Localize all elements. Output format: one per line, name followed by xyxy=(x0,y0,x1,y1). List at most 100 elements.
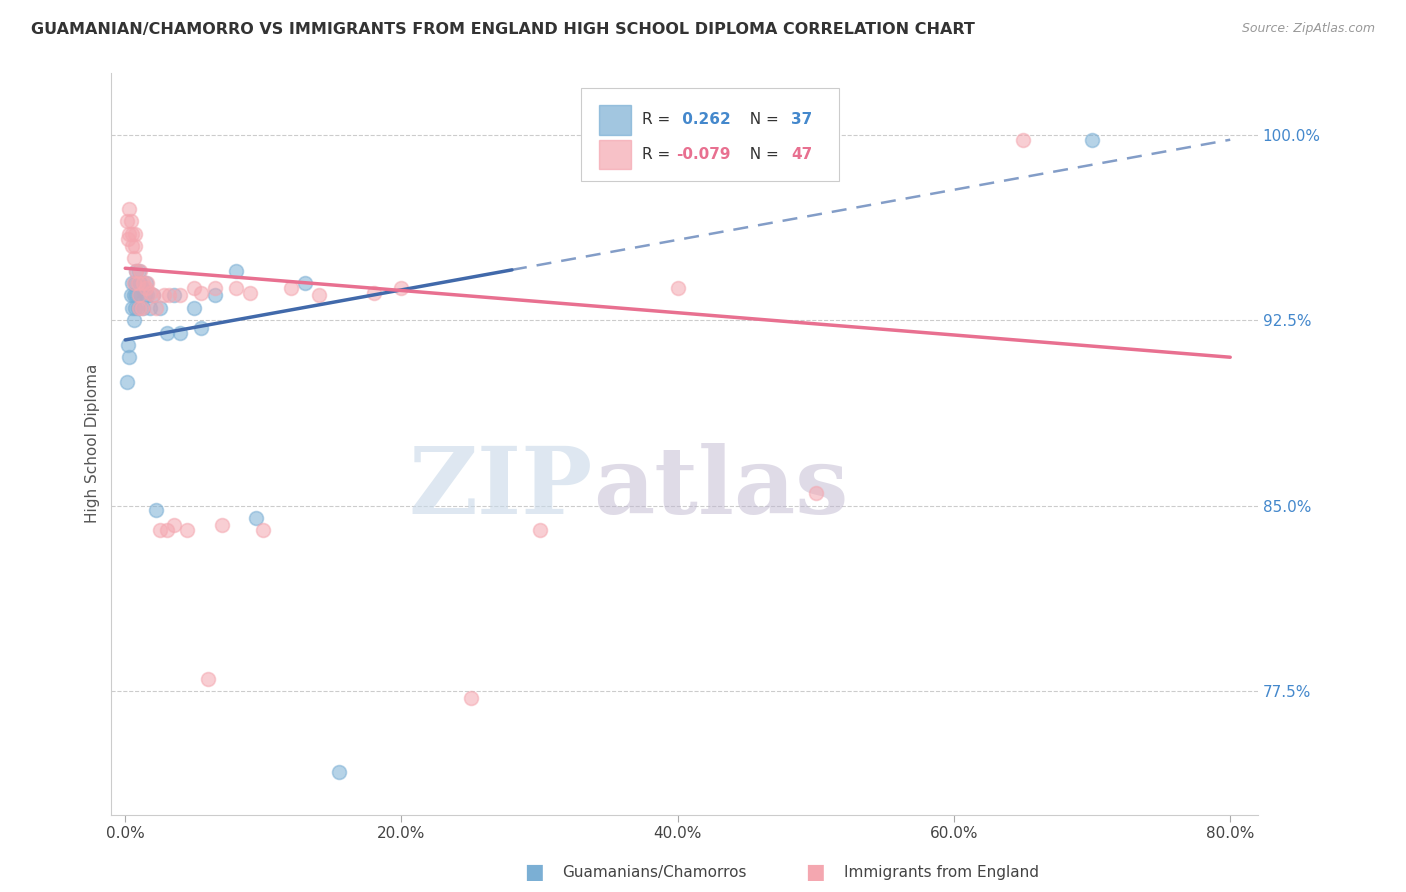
Point xyxy=(139,301,162,315)
Point xyxy=(118,350,141,364)
Point xyxy=(131,301,153,315)
Point xyxy=(117,338,139,352)
Point xyxy=(156,523,179,537)
Text: N =: N = xyxy=(740,147,783,162)
Bar xyxy=(599,105,631,135)
Text: Source: ZipAtlas.com: Source: ZipAtlas.com xyxy=(1241,22,1375,36)
Point xyxy=(159,288,181,302)
Point xyxy=(460,691,482,706)
Text: N =: N = xyxy=(740,112,783,128)
Text: R =: R = xyxy=(643,147,675,162)
Text: GUAMANIAN/CHAMORRO VS IMMIGRANTS FROM ENGLAND HIGH SCHOOL DIPLOMA CORRELATION CH: GUAMANIAN/CHAMORRO VS IMMIGRANTS FROM EN… xyxy=(31,22,974,37)
Text: 0.262: 0.262 xyxy=(676,112,730,128)
Point xyxy=(225,264,247,278)
Text: -0.079: -0.079 xyxy=(676,147,731,162)
Point xyxy=(122,252,145,266)
Point xyxy=(121,227,143,241)
Point xyxy=(115,214,138,228)
Point xyxy=(145,503,167,517)
Point xyxy=(124,227,146,241)
Point xyxy=(294,276,316,290)
Point xyxy=(127,276,149,290)
FancyBboxPatch shape xyxy=(582,87,839,180)
Point xyxy=(129,264,152,278)
Point xyxy=(183,301,205,315)
Point xyxy=(391,281,413,295)
Point xyxy=(149,301,172,315)
Point xyxy=(804,486,827,500)
Text: atlas: atlas xyxy=(593,443,848,533)
Point xyxy=(125,264,148,278)
Text: 37: 37 xyxy=(792,112,813,128)
Point xyxy=(142,288,165,302)
Point xyxy=(128,288,150,302)
Bar xyxy=(599,140,631,169)
Point xyxy=(190,285,212,300)
Point xyxy=(128,264,150,278)
Point xyxy=(176,523,198,537)
Point xyxy=(127,276,149,290)
Point xyxy=(328,765,350,780)
Point xyxy=(134,288,156,302)
Text: R =: R = xyxy=(643,112,675,128)
Point xyxy=(529,523,551,537)
Point xyxy=(225,281,247,295)
Point xyxy=(666,281,689,295)
Point xyxy=(245,511,267,525)
Point xyxy=(121,239,143,253)
Point xyxy=(122,313,145,327)
Point xyxy=(252,523,274,537)
Point xyxy=(142,288,165,302)
Point xyxy=(136,276,159,290)
Point xyxy=(122,276,145,290)
Point xyxy=(121,276,143,290)
Point xyxy=(131,281,153,295)
Point xyxy=(136,288,159,302)
Point xyxy=(139,285,162,300)
Point xyxy=(204,288,226,302)
Point xyxy=(197,672,219,686)
Point xyxy=(190,320,212,334)
Point xyxy=(122,288,145,302)
Point xyxy=(1081,133,1104,147)
Point xyxy=(169,326,191,340)
Point xyxy=(280,281,302,295)
Point xyxy=(124,276,146,290)
Text: Immigrants from England: Immigrants from England xyxy=(844,865,1039,880)
Point xyxy=(128,288,150,302)
Text: ■: ■ xyxy=(524,863,544,882)
Point xyxy=(124,301,146,315)
Point xyxy=(162,518,184,533)
Point xyxy=(169,288,191,302)
Point xyxy=(162,288,184,302)
Point xyxy=(124,239,146,253)
Point xyxy=(120,214,142,228)
Point xyxy=(125,264,148,278)
Text: ZIP: ZIP xyxy=(409,443,593,533)
Point xyxy=(117,231,139,245)
Point xyxy=(308,288,330,302)
Point xyxy=(135,276,157,290)
Point xyxy=(121,301,143,315)
Point xyxy=(145,301,167,315)
Point xyxy=(118,227,141,241)
Point xyxy=(132,276,155,290)
Point xyxy=(115,375,138,389)
Point xyxy=(120,288,142,302)
Point xyxy=(204,281,226,295)
Text: Guamanians/Chamorros: Guamanians/Chamorros xyxy=(562,865,747,880)
Point xyxy=(153,288,176,302)
Point xyxy=(129,276,152,290)
Point xyxy=(238,285,260,300)
Text: ■: ■ xyxy=(806,863,825,882)
Point xyxy=(127,301,149,315)
Point xyxy=(125,288,148,302)
Text: 47: 47 xyxy=(792,147,813,162)
Point xyxy=(118,202,141,216)
Point xyxy=(1012,133,1035,147)
Point xyxy=(183,281,205,295)
Point xyxy=(156,326,179,340)
Point xyxy=(132,301,155,315)
Point xyxy=(149,523,172,537)
Point xyxy=(135,281,157,295)
